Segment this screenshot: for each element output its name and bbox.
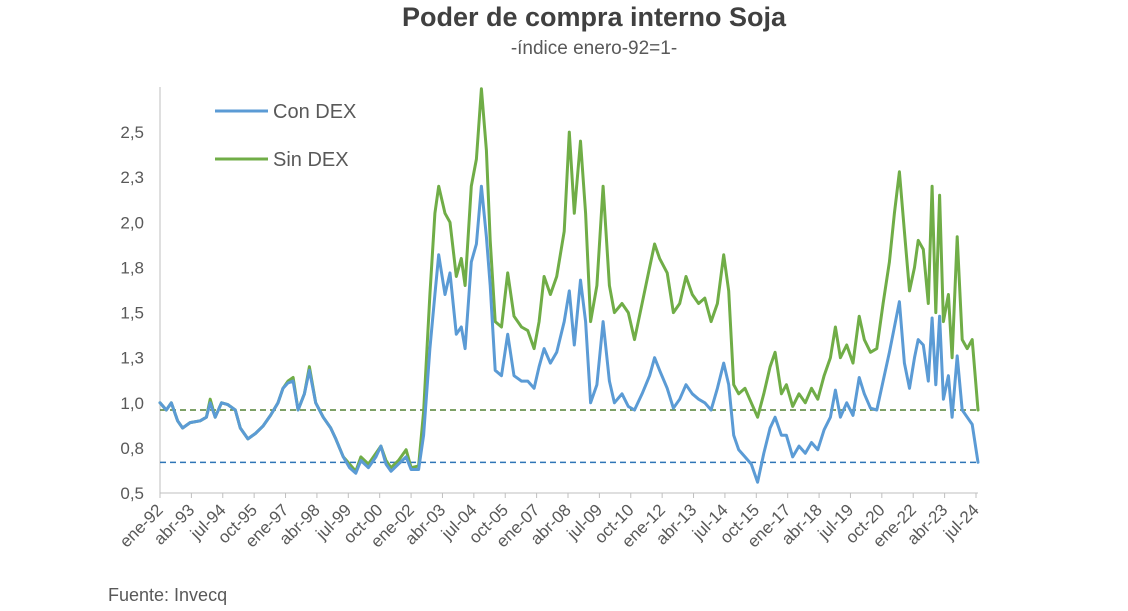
chart-subtitle: -índice enero-92=1- [510, 38, 678, 59]
y-tick-label: 2,5 [120, 123, 144, 142]
y-tick-label: 0,8 [120, 439, 144, 458]
y-tick-label: 1,0 [120, 394, 144, 413]
y-tick-label: 2,0 [120, 213, 144, 232]
axes-layer: 0,50,81,01,31,51,82,02,32,5ene-92abr-93j… [116, 87, 983, 551]
series-line-con-dex [158, 184, 980, 484]
legend-label-sin-dex: Sin DEX [273, 149, 349, 171]
y-tick-label: 1,8 [120, 258, 144, 277]
y-tick-label: 1,5 [120, 304, 144, 323]
y-tick-label: 0,5 [120, 484, 144, 503]
y-tick-label: 2,3 [120, 168, 144, 187]
source-note: Fuente: Invecq [108, 585, 228, 605]
series-line-sin-dex [158, 87, 980, 473]
x-tick-label: jul-24 [939, 500, 983, 544]
reference-lines [160, 409, 978, 464]
legend: Con DEX Sin DEX [215, 101, 356, 171]
series-layer [158, 87, 980, 484]
legend-label-con-dex: Con DEX [273, 101, 356, 123]
y-tick-label: 1,3 [120, 349, 144, 368]
chart-title: Poder de compra interno Soja [401, 2, 787, 32]
